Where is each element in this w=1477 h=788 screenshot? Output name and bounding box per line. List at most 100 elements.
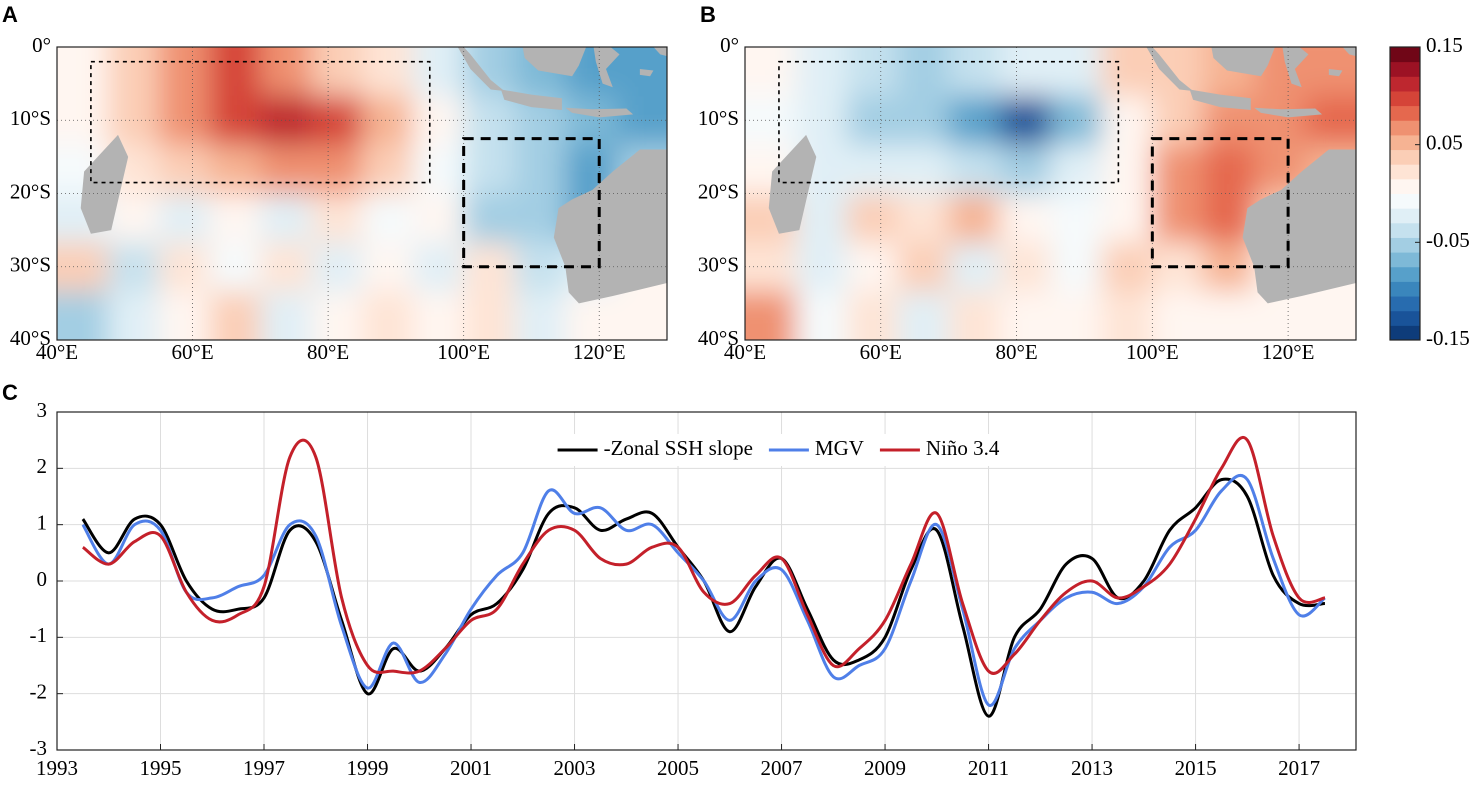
- map-cell: [897, 193, 950, 244]
- x-tick-label: 2001: [450, 756, 492, 780]
- land: [653, 47, 667, 57]
- map-cell: [311, 193, 363, 244]
- series-line: [81, 436, 1326, 675]
- map-cell: [362, 242, 414, 293]
- map-cell: [1305, 95, 1356, 146]
- panel-label: A: [2, 2, 18, 27]
- land: [768, 134, 817, 234]
- land: [1242, 149, 1356, 304]
- map-cell: [1050, 144, 1103, 195]
- y-tick-label: 40°S: [698, 326, 739, 350]
- y-tick-label: 20°S: [10, 179, 51, 203]
- x-tick-label: 1993: [36, 756, 78, 780]
- map-cell: [514, 291, 567, 340]
- map-cell: [57, 291, 109, 340]
- region-box: [778, 60, 1120, 184]
- land: [80, 134, 129, 234]
- land: [457, 47, 505, 91]
- map-cell: [209, 144, 262, 195]
- map-cell: [158, 144, 211, 195]
- x-tick-label: 100°E: [437, 340, 490, 364]
- y-tick-label: 2: [37, 454, 48, 478]
- map-cell: [1152, 144, 1205, 195]
- map-cell: [846, 193, 899, 244]
- map-cell: [846, 291, 899, 340]
- y-tick-label: 0°: [32, 33, 51, 57]
- colorbar-swatch: [1390, 134, 1420, 151]
- map-cell: [616, 95, 667, 146]
- map-cell: [616, 291, 667, 340]
- x-tick-label: 2007: [761, 756, 803, 780]
- map-cell: [209, 291, 262, 340]
- map-cell: [209, 242, 262, 293]
- y-tick-label: 0: [37, 567, 48, 591]
- map-cell: [948, 144, 1001, 195]
- map-cell: [1101, 242, 1154, 293]
- x-tick-label: 2015: [1175, 756, 1217, 780]
- y-tick-label: -3: [30, 736, 48, 760]
- map-cell: [57, 95, 109, 146]
- map-cell: [948, 242, 1001, 293]
- map-cell: [209, 193, 262, 244]
- map-cell: [846, 242, 899, 293]
- land: [1211, 47, 1276, 77]
- x-tick-label: 2013: [1071, 756, 1113, 780]
- map-cell: [57, 47, 109, 97]
- colorbar-tick-label: 0.15: [1426, 33, 1463, 57]
- map-cell: [745, 242, 797, 293]
- colorbar-swatch: [1390, 193, 1420, 209]
- y-tick-label: 10°S: [10, 106, 51, 130]
- map-cell: [795, 242, 848, 293]
- colorbar-swatch: [1390, 47, 1420, 63]
- map-cell: [260, 144, 313, 195]
- map-cell: [362, 193, 414, 244]
- map-cell: [999, 291, 1052, 340]
- land: [1282, 47, 1309, 88]
- y-tick-label: 3: [37, 398, 48, 422]
- map-cell: [1101, 193, 1154, 244]
- map-cell: [999, 95, 1052, 146]
- colorbar-swatch: [1390, 325, 1420, 341]
- map-cell: [260, 291, 313, 340]
- colorbar-swatch: [1390, 120, 1420, 136]
- region-box: [90, 60, 431, 184]
- series-line: [81, 473, 1326, 707]
- map-cell: [1101, 291, 1154, 340]
- map-cell: [1305, 47, 1356, 97]
- y-tick-label: -1: [30, 623, 48, 647]
- map-cell: [1101, 144, 1154, 195]
- y-tick-label: 20°S: [698, 179, 739, 203]
- map-cell: [948, 47, 1001, 97]
- map-cell: [158, 47, 211, 97]
- map-cell: [362, 144, 414, 195]
- map-cell: [463, 47, 516, 97]
- map-cell: [999, 144, 1052, 195]
- x-tick-label: 60°E: [171, 340, 213, 364]
- y-tick-label: 10°S: [698, 106, 739, 130]
- land: [639, 68, 654, 77]
- map-cell: [260, 193, 313, 244]
- panel-label: C: [2, 380, 18, 405]
- plot-frame: [744, 46, 1357, 341]
- series-line: [81, 477, 1326, 718]
- x-tick-label: 1999: [347, 756, 389, 780]
- map-cell: [463, 242, 516, 293]
- x-tick-label: 120°E: [573, 340, 626, 364]
- map-cell: [745, 47, 797, 97]
- series-group: [81, 436, 1326, 718]
- land: [593, 47, 620, 88]
- land: [522, 47, 587, 77]
- legend: -Zonal SSH slope MGV Niño 3.4: [551, 434, 1016, 466]
- colorbar-swatch: [1390, 310, 1420, 326]
- map-cell: [260, 47, 313, 97]
- y-tick-label: 40°S: [10, 326, 51, 350]
- map-cell: [1152, 193, 1205, 244]
- x-tick-label: 2017: [1278, 756, 1320, 780]
- panel-label: B: [700, 2, 716, 27]
- map-cell: [1050, 47, 1103, 97]
- y-tick-label: 30°S: [10, 253, 51, 277]
- y-tick-label: 30°S: [698, 253, 739, 277]
- map-cell: [1050, 193, 1103, 244]
- colorbar-swatch: [1390, 105, 1420, 121]
- map-cell: [795, 291, 848, 340]
